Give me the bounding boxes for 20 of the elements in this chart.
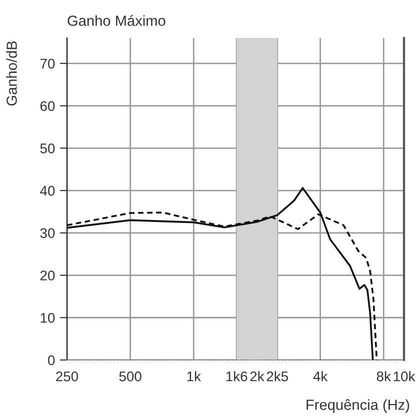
x-tick-label: 1k6 bbox=[226, 371, 248, 382]
x-tick-label: 8k bbox=[376, 371, 391, 382]
x-tick-label: 4k bbox=[313, 371, 328, 382]
x-tick-label: 2k5 bbox=[266, 371, 288, 382]
y-tick-label: 30 bbox=[40, 228, 55, 238]
chart-title: Ganho Máximo bbox=[68, 15, 166, 26]
y-tick-label: 0 bbox=[48, 355, 55, 366]
y-tick-label: 50 bbox=[40, 143, 55, 154]
x-tick-label: 250 bbox=[56, 371, 78, 382]
x-tick-label: 500 bbox=[119, 371, 142, 382]
y-tick-label: 10 bbox=[40, 312, 55, 323]
y-tick-label: 60 bbox=[40, 101, 55, 111]
y-tick-label: 70 bbox=[40, 58, 55, 69]
x-axis-title: Frequência (Hz) bbox=[306, 399, 410, 413]
x-tick-label: 1k bbox=[187, 371, 201, 382]
y-axis-title: Ganho/dB bbox=[6, 41, 17, 106]
y-tick-label: 20 bbox=[40, 270, 55, 280]
x-tick-label: 10k bbox=[394, 371, 416, 382]
y-tick-label: 40 bbox=[40, 186, 55, 196]
x-tick-label: 2k bbox=[250, 371, 264, 382]
